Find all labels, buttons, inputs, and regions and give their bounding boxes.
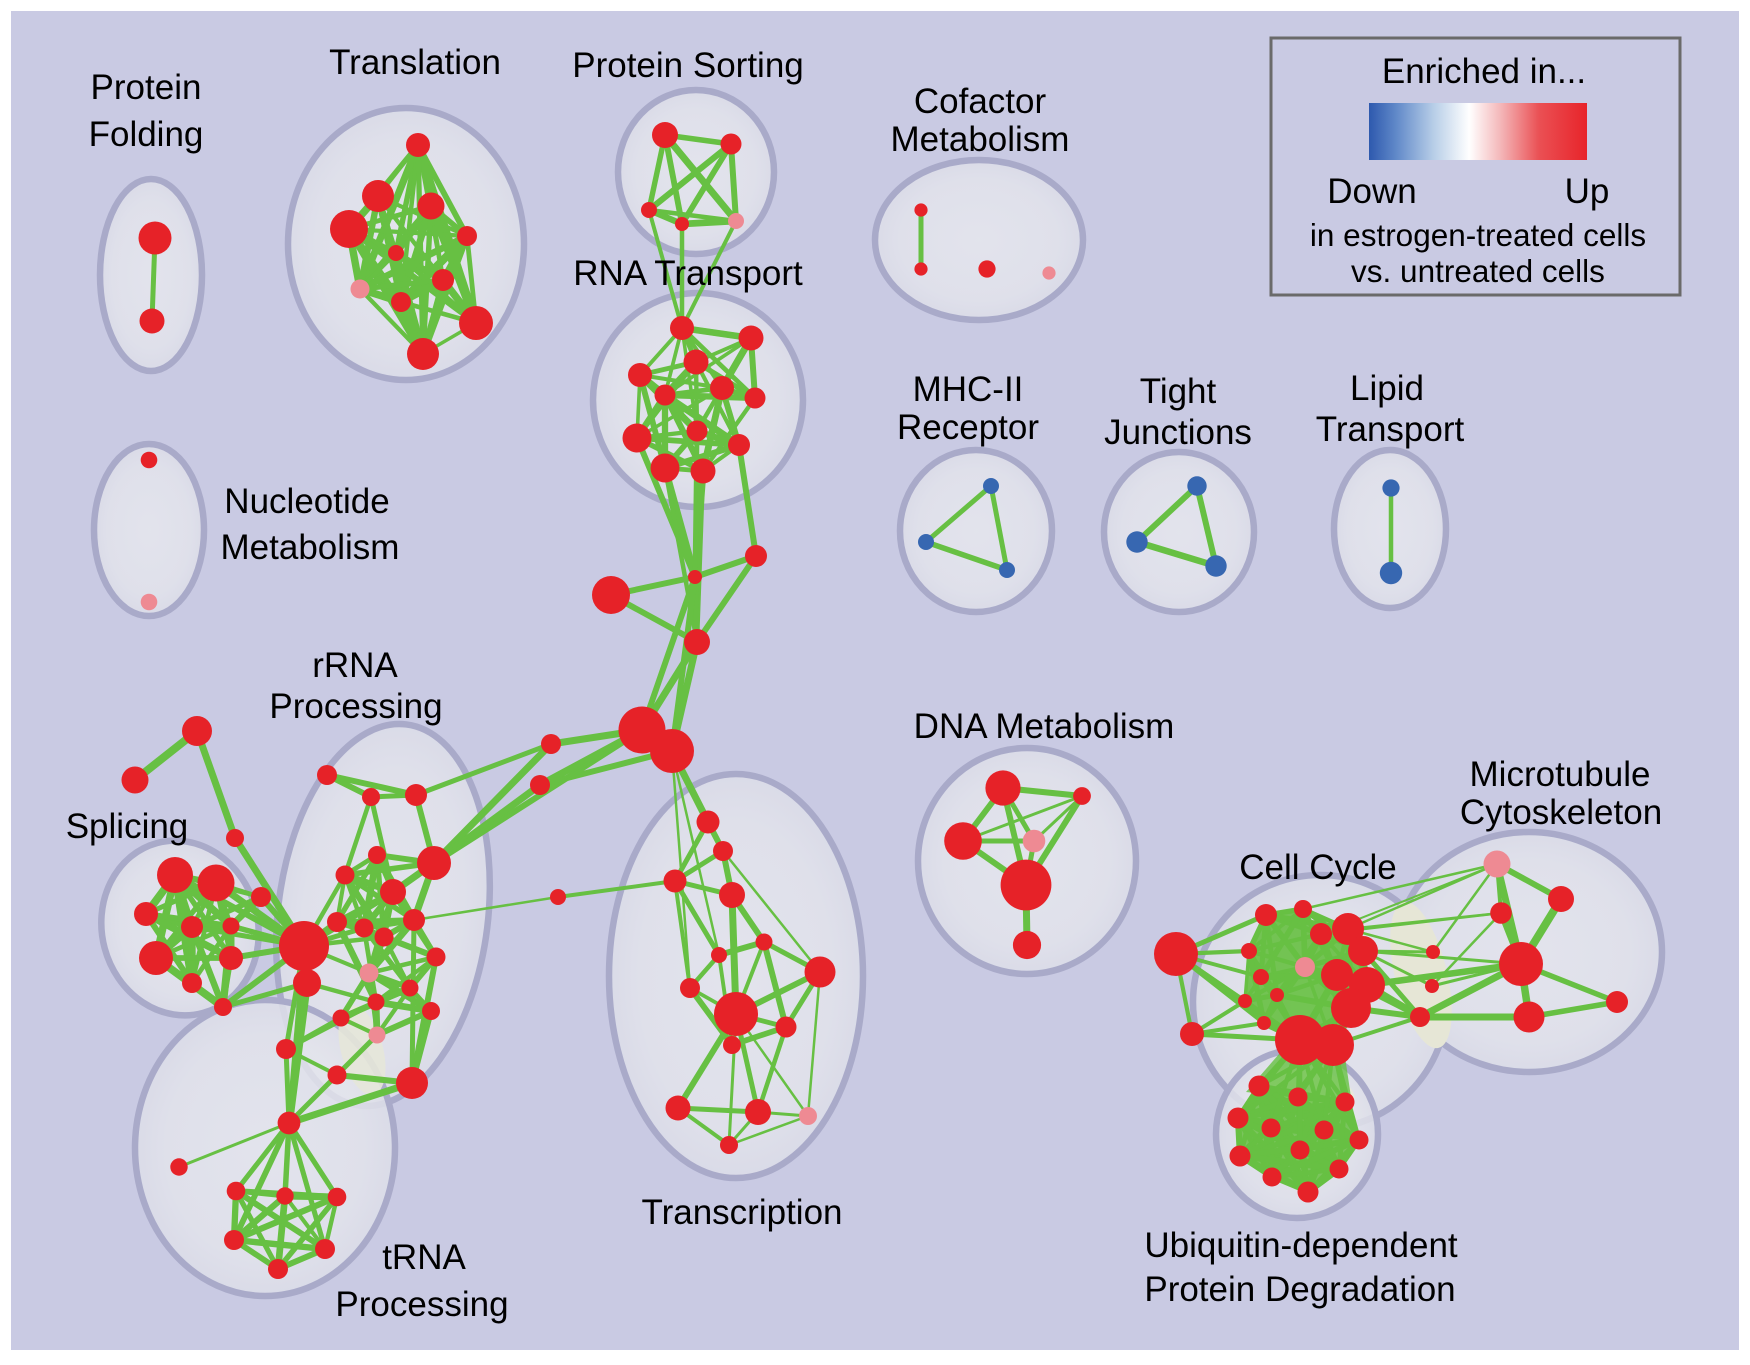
svg-text:tRNA: tRNA (382, 1238, 466, 1277)
svg-text:Nucleotide: Nucleotide (224, 482, 389, 521)
svg-text:Metabolism: Metabolism (891, 120, 1070, 159)
svg-text:Processing: Processing (269, 687, 442, 726)
svg-text:Protein Sorting: Protein Sorting (572, 46, 804, 85)
svg-text:DNA Metabolism: DNA Metabolism (914, 707, 1175, 746)
svg-text:Cell Cycle: Cell Cycle (1239, 848, 1397, 887)
svg-text:Processing: Processing (335, 1285, 508, 1324)
svg-text:rRNA: rRNA (312, 646, 398, 685)
svg-text:Up: Up (1565, 172, 1610, 211)
svg-text:Down: Down (1327, 172, 1416, 211)
svg-text:Protein: Protein (91, 68, 202, 107)
svg-text:Junctions: Junctions (1104, 413, 1252, 452)
svg-text:Transport: Transport (1316, 410, 1465, 449)
svg-text:Lipid: Lipid (1350, 369, 1424, 408)
svg-text:vs. untreated cells: vs. untreated cells (1351, 253, 1605, 289)
svg-text:Enriched in...: Enriched in... (1382, 52, 1586, 91)
svg-text:Tight: Tight (1140, 372, 1217, 411)
svg-text:Protein Degradation: Protein Degradation (1144, 1270, 1455, 1309)
svg-text:Transcription: Transcription (642, 1193, 843, 1232)
svg-text:Cytoskeleton: Cytoskeleton (1460, 793, 1662, 832)
svg-text:Folding: Folding (89, 115, 204, 154)
svg-text:RNA Transport: RNA Transport (573, 254, 803, 293)
svg-text:MHC-II: MHC-II (913, 370, 1024, 409)
svg-text:Ubiquitin-dependent: Ubiquitin-dependent (1144, 1226, 1458, 1265)
svg-text:Translation: Translation (329, 43, 501, 82)
svg-text:Microtubule: Microtubule (1470, 755, 1651, 794)
svg-text:Metabolism: Metabolism (221, 528, 400, 567)
svg-text:Splicing: Splicing (66, 807, 189, 846)
svg-text:Receptor: Receptor (897, 408, 1039, 447)
svg-text:in estrogen-treated cells: in estrogen-treated cells (1310, 217, 1646, 253)
svg-text:Cofactor: Cofactor (914, 82, 1047, 121)
